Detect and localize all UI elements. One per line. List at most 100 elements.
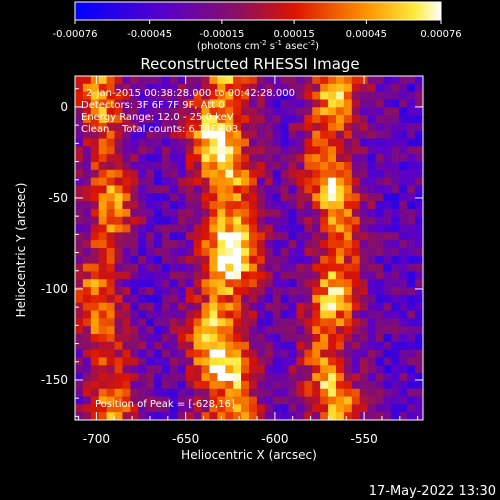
heatmap-cell	[193, 240, 203, 249]
heatmap-cell	[320, 193, 329, 202]
heatmap-cell	[225, 99, 234, 108]
heatmap-cell	[217, 287, 226, 296]
heatmap-cell	[351, 279, 361, 288]
heatmap-cell	[288, 318, 298, 327]
heatmap-cell	[106, 248, 116, 257]
heatmap-cell	[312, 146, 321, 155]
heatmap-cell	[312, 255, 321, 265]
heatmap-cell	[383, 349, 392, 359]
heatmap-cell	[98, 248, 108, 257]
heatmap-cell	[367, 91, 377, 101]
heatmap-cell	[114, 412, 124, 420]
heatmap-cell	[343, 294, 353, 304]
heatmap-cell	[114, 302, 124, 312]
heatmap-cell	[201, 412, 211, 420]
heatmap-cell	[343, 232, 353, 241]
heatmap-cell	[343, 388, 353, 398]
heatmap-cell	[154, 341, 163, 351]
heatmap-cell	[256, 107, 266, 116]
heatmap-cell	[106, 216, 116, 226]
heatmap-cell	[122, 154, 131, 163]
heatmap-cell	[241, 208, 250, 218]
heatmap-cell	[177, 248, 187, 257]
heatmap-cell	[122, 279, 131, 288]
heatmap-cell	[114, 279, 124, 288]
heatmap-cell	[209, 115, 218, 124]
heatmap-cell	[154, 302, 163, 312]
heatmap-cell	[336, 138, 345, 147]
heatmap-cell	[90, 240, 100, 249]
heatmap-cell	[367, 130, 377, 140]
heatmap-cell	[383, 138, 392, 147]
heatmap-cell	[233, 248, 242, 257]
heatmap-cell	[209, 99, 218, 108]
heatmap-cell	[169, 216, 179, 226]
heatmap-cell	[114, 388, 124, 398]
heatmap-cell	[328, 169, 337, 179]
heatmap-cell	[177, 83, 187, 93]
heatmap-cell	[193, 177, 203, 187]
heatmap-cell	[146, 255, 155, 265]
heatmap-cell	[225, 248, 234, 257]
heatmap-cell	[225, 107, 234, 116]
heatmap-cell	[383, 208, 392, 218]
heatmap-cell	[367, 380, 377, 390]
heatmap-cell	[114, 115, 124, 124]
heatmap-cell	[296, 287, 305, 296]
heatmap-cell	[233, 232, 242, 241]
heatmap-cell	[154, 380, 163, 390]
heatmap-cell	[241, 177, 250, 187]
heatmap-cell	[375, 349, 385, 359]
heatmap-cell	[106, 302, 116, 312]
heatmap-cell	[154, 107, 163, 116]
heatmap-cell	[130, 115, 139, 124]
heatmap-cell	[351, 310, 361, 319]
colorbar-units: (photons cm-2 s-1 asec-2)	[197, 39, 319, 52]
heatmap-cell	[304, 248, 313, 257]
heatmap-cell	[122, 412, 131, 420]
heatmap-cell	[106, 115, 116, 124]
heatmap-cell	[320, 248, 329, 257]
heatmap-cell	[201, 310, 211, 319]
heatmap-cell	[391, 240, 400, 249]
heatmap-cell	[272, 232, 282, 241]
heatmap-cell	[130, 122, 139, 132]
heatmap-cell	[256, 201, 266, 210]
heatmap-cell	[391, 287, 400, 296]
heatmap-cell	[304, 396, 313, 405]
heatmap-cell	[312, 318, 321, 327]
heatmap-cell	[272, 341, 282, 351]
heatmap-cell	[312, 208, 321, 218]
heatmap-cell	[415, 76, 423, 85]
heatmap-cell	[249, 326, 258, 335]
heatmap-cell	[185, 255, 195, 265]
heatmap-cell	[185, 248, 195, 257]
heatmap-cell	[185, 177, 195, 187]
heatmap-cell	[280, 99, 290, 108]
heatmap-cell	[146, 154, 155, 163]
heatmap-cell	[256, 138, 266, 147]
heatmap-cell	[391, 201, 400, 210]
heatmap-cell	[320, 287, 329, 296]
heatmap-cell	[320, 302, 329, 312]
heatmap-cell	[241, 380, 250, 390]
heatmap-cell	[367, 193, 377, 202]
heatmap-cell	[304, 130, 313, 140]
heatmap-cell	[351, 177, 361, 187]
heatmap-cell	[169, 248, 179, 257]
heatmap-cell	[399, 130, 408, 140]
heatmap-cell	[154, 404, 163, 413]
heatmap-cell	[296, 310, 305, 319]
heatmap-cell	[201, 232, 211, 241]
heatmap-cell	[375, 185, 385, 194]
heatmap-cell	[296, 357, 305, 366]
heatmap-cell	[272, 115, 282, 124]
heatmap-cell	[367, 318, 377, 327]
heatmap-cell	[209, 388, 218, 398]
heatmap-cell	[106, 154, 116, 163]
heatmap-cell	[233, 349, 242, 359]
heatmap-cell	[320, 271, 329, 280]
heatmap-cell	[296, 76, 305, 85]
heatmap-cell	[146, 380, 155, 390]
heatmap-cell	[351, 99, 361, 108]
